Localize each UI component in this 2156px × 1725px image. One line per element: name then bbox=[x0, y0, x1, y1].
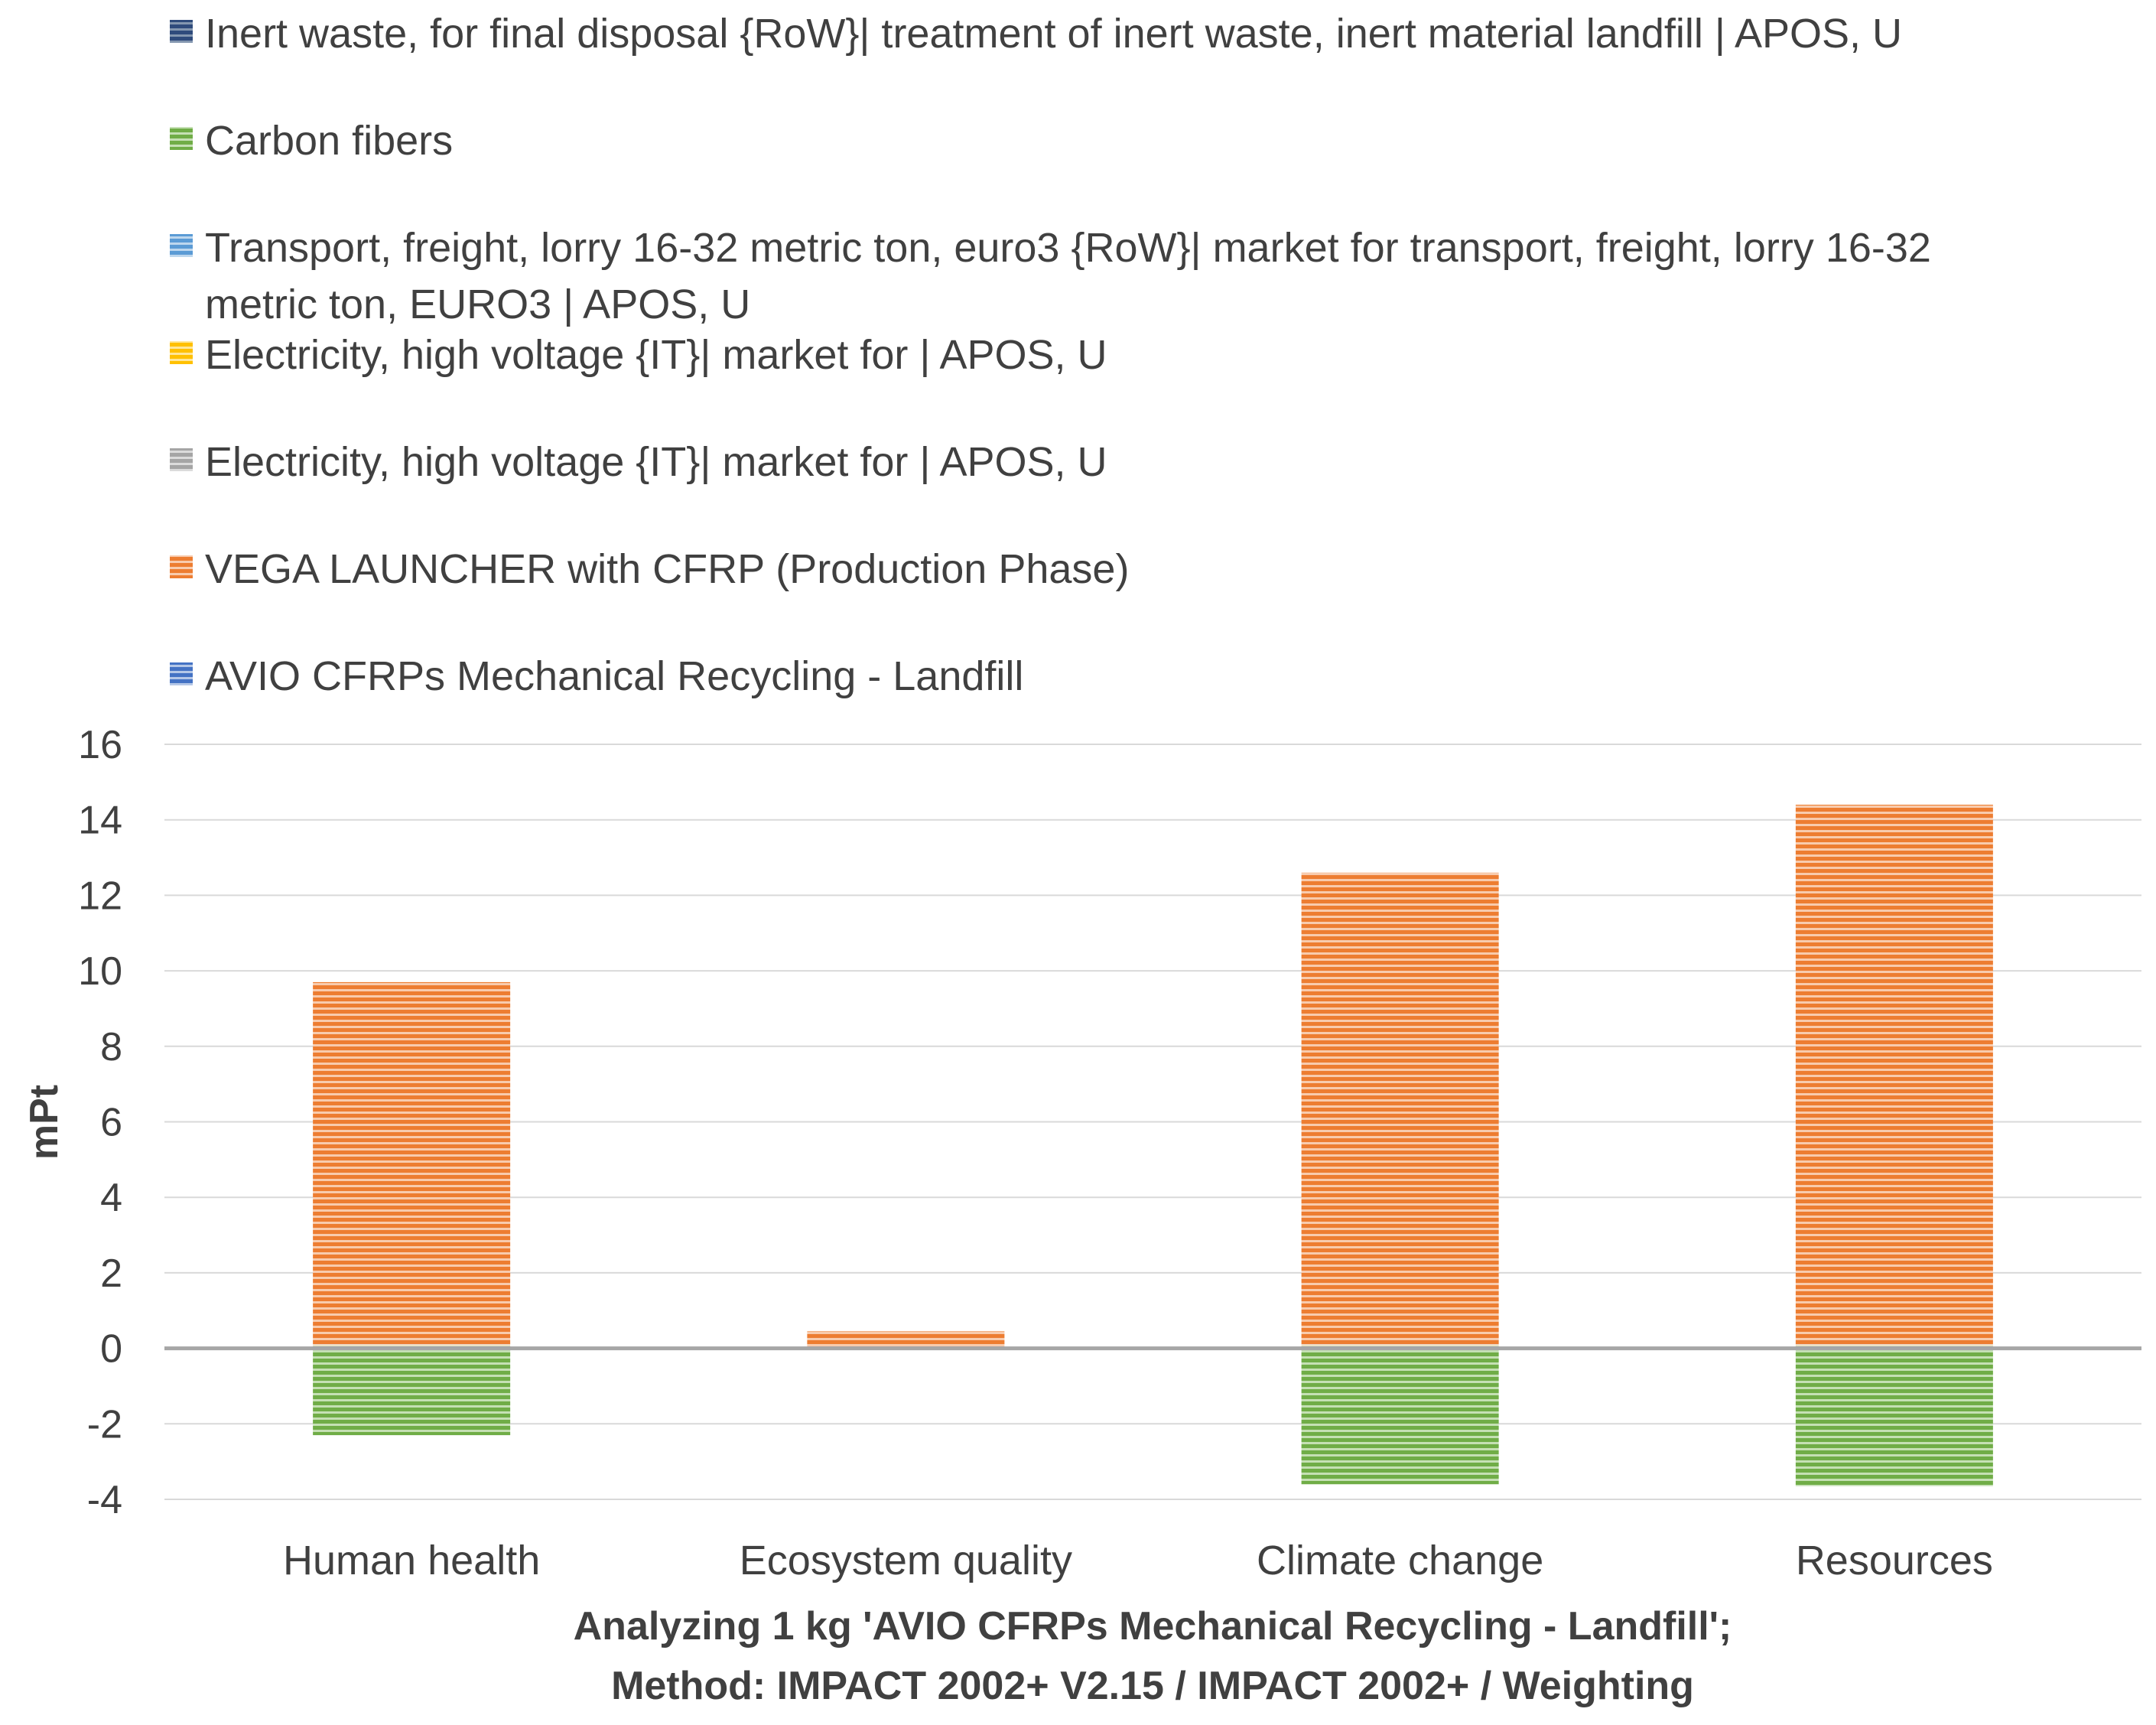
bars bbox=[313, 804, 1993, 1486]
y-tick-label: 6 bbox=[100, 1101, 122, 1145]
y-tick-label: -2 bbox=[87, 1402, 122, 1447]
y-tick-label: 10 bbox=[78, 949, 122, 994]
axis-titles: Analyzing 1 kg 'AVIO CFRPs Mechanical Re… bbox=[22, 1085, 1732, 1708]
legend-swatch bbox=[170, 234, 193, 257]
y-tick-label: -4 bbox=[87, 1478, 122, 1522]
legend-label: Carbon fibers bbox=[205, 118, 453, 164]
bar-segment bbox=[313, 1344, 511, 1346]
bar-stack bbox=[313, 981, 511, 1436]
y-axis: -4 -2 0 2 4 6 8 10 12 14 16 bbox=[78, 723, 122, 1522]
y-tick-label: 16 bbox=[78, 723, 122, 767]
y-axis-title: mPt bbox=[22, 1085, 67, 1160]
x-tick-label: Ecosystem quality bbox=[740, 1538, 1072, 1583]
y-tick-label: 0 bbox=[100, 1327, 122, 1372]
legend-swatch bbox=[170, 341, 193, 364]
x-tick-label: Human health bbox=[283, 1538, 540, 1583]
legend-swatch bbox=[170, 555, 193, 578]
x-tick-label: Resources bbox=[1796, 1538, 1993, 1583]
legend-item: Carbon fibers bbox=[170, 118, 453, 164]
legend: Inert waste, for final disposal {RoW}| t… bbox=[170, 11, 1931, 699]
bar-segment bbox=[807, 1331, 1005, 1347]
y-tick-label: 4 bbox=[100, 1176, 122, 1220]
legend-label: VEGA LAUNCHER with CFRP (Production Phas… bbox=[205, 546, 1129, 592]
x-tick-label: Climate change bbox=[1257, 1538, 1543, 1583]
bar-segment bbox=[313, 981, 511, 1345]
bar-segment bbox=[1795, 1348, 1993, 1486]
y-tick-label: 2 bbox=[100, 1251, 122, 1296]
x-axis-title: Method: IMPACT 2002+ V2.15 / IMPACT 2002… bbox=[611, 1664, 1694, 1708]
legend-item: Transport, freight, lorry 16-32 metric t… bbox=[170, 225, 1931, 327]
legend-swatch bbox=[170, 127, 193, 150]
x-axis-title: Analyzing 1 kg 'AVIO CFRPs Mechanical Re… bbox=[574, 1604, 1732, 1649]
legend-label: Electricity, high voltage {IT}| market f… bbox=[205, 332, 1107, 378]
bar-stack bbox=[1301, 872, 1499, 1485]
legend-swatch bbox=[170, 662, 193, 685]
bar-segment bbox=[1301, 872, 1499, 1345]
legend-item: VEGA LAUNCHER with CFRP (Production Phas… bbox=[170, 546, 1129, 592]
legend-label: Transport, freight, lorry 16-32 metric t… bbox=[205, 225, 1931, 271]
bar-segment bbox=[1795, 1344, 1993, 1346]
legend-item: Inert waste, for final disposal {RoW}| t… bbox=[170, 11, 1902, 57]
bar-segment bbox=[1301, 1348, 1499, 1485]
y-tick-label: 8 bbox=[100, 1025, 122, 1069]
legend-swatch bbox=[170, 448, 193, 471]
bar-segment bbox=[313, 1348, 511, 1436]
legend-item: Electricity, high voltage {IT}| market f… bbox=[170, 439, 1107, 485]
legend-label: AVIO CFRPs Mechanical Recycling - Landfi… bbox=[205, 653, 1023, 699]
legend-label: Electricity, high voltage {IT}| market f… bbox=[205, 439, 1107, 485]
bar-segment bbox=[1301, 1344, 1499, 1346]
legend-item: AVIO CFRPs Mechanical Recycling - Landfi… bbox=[170, 653, 1023, 699]
x-axis: Human health Ecosystem quality Climate cha… bbox=[283, 1538, 1993, 1583]
legend-label: Inert waste, for final disposal {RoW}| t… bbox=[205, 11, 1902, 57]
y-tick-label: 14 bbox=[78, 799, 122, 843]
bar-stack bbox=[1795, 804, 1993, 1486]
legend-label: metric ton, EURO3 | APOS, U bbox=[205, 282, 750, 327]
legend-swatch bbox=[170, 20, 193, 43]
y-tick-label: 12 bbox=[78, 874, 122, 918]
bar-segment bbox=[1795, 804, 1993, 1345]
legend-item: Electricity, high voltage {IT}| market f… bbox=[170, 332, 1107, 378]
